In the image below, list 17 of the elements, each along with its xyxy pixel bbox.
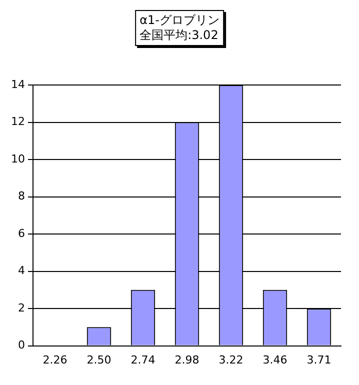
y-tick-label: 2	[18, 301, 25, 314]
chart-subtitle: 全国平均:3.02	[140, 28, 220, 43]
chart-title: α1-グロブリン	[140, 13, 220, 28]
y-tick-label: 6	[18, 226, 25, 240]
y-tick-label: 0	[18, 338, 25, 352]
y-tick-label: 8	[18, 190, 25, 203]
y-tick-label: 10	[10, 152, 25, 166]
x-tick-label: 3.71	[306, 353, 332, 366]
x-tick-label: 2.50	[86, 353, 112, 366]
x-tick-label: 3.46	[262, 353, 288, 366]
y-tick-label: 12	[10, 115, 25, 128]
x-tick-label: 2.26	[42, 353, 68, 366]
y-tick-label: 4	[18, 264, 25, 278]
y-tick-label: 14	[10, 78, 25, 91]
x-tick-label: 3.22	[218, 353, 244, 366]
x-tick-label: 2.98	[174, 353, 200, 366]
x-tick-label: 2.74	[130, 353, 156, 366]
